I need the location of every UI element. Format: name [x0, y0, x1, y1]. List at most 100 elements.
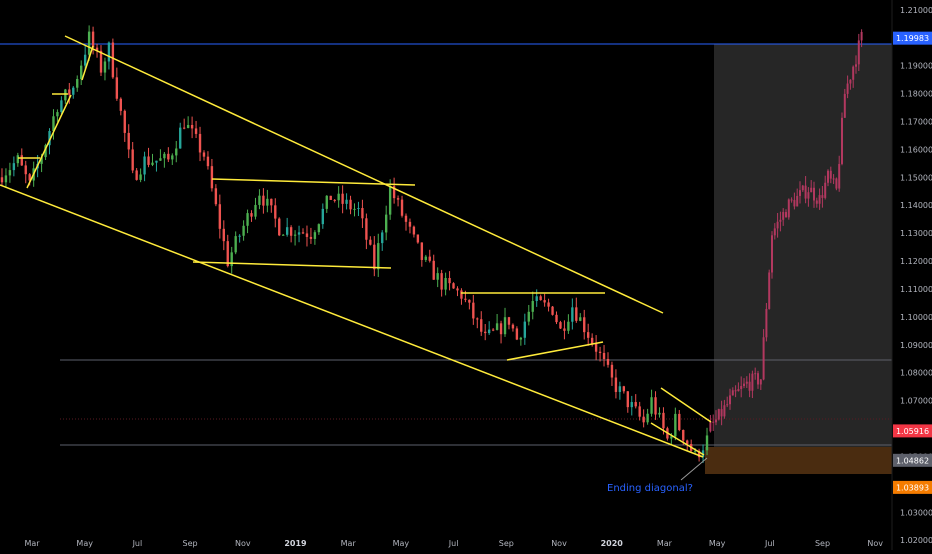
candle-body: [369, 239, 372, 245]
candle-body: [254, 204, 257, 217]
candle-body: [111, 42, 115, 78]
candle-body: [337, 193, 340, 201]
candle-body: [674, 413, 677, 437]
impulse-trendline[interactable]: [26, 94, 72, 189]
price-badge: [893, 453, 932, 467]
candle-body: [567, 321, 570, 331]
candle-body: [693, 450, 697, 452]
candle-body: [642, 416, 645, 423]
candle-body: [832, 178, 835, 180]
x-axis: Mar May Jul Sep Nov 2019 Mar May Jul Sep Nov 2020 Ma…: [24, 539, 883, 548]
candle-body: [408, 221, 412, 227]
candle-body: [860, 31, 863, 41]
candle-body: [768, 272, 771, 309]
candle-body: [511, 324, 515, 329]
x-tick-label: Sep: [815, 539, 830, 548]
candle-body: [147, 156, 150, 165]
x-tick-label: Nov: [235, 539, 251, 548]
x-tick-label: Jul: [448, 539, 459, 548]
range2-bottom-trendline[interactable]: [506, 341, 604, 361]
candle-body: [464, 298, 467, 300]
candle-body: [412, 226, 416, 235]
x-tick-label: Nov: [867, 539, 883, 548]
candle-body: [123, 110, 126, 133]
price-badges: 1.19983 1.05916 1.04862 1.03893: [893, 31, 932, 494]
candle-body: [171, 155, 174, 160]
y-tick-label: 1.19000: [900, 62, 932, 71]
candle-body: [503, 317, 507, 335]
candle-body: [139, 174, 142, 180]
candle-body: [357, 208, 360, 210]
candle-body: [179, 127, 182, 149]
channel-lower-trendline[interactable]: [0, 184, 704, 458]
candle-body: [115, 77, 119, 99]
candle-body: [849, 79, 852, 84]
candle-body: [480, 319, 483, 332]
candle-body: [163, 153, 166, 159]
candle-body: [709, 421, 712, 432]
candle-body: [717, 409, 720, 420]
candle-body: [662, 412, 665, 429]
candle-body: [448, 277, 451, 284]
range1-top-trendline[interactable]: [211, 178, 416, 186]
candle-body: [855, 64, 857, 67]
candle-body: [266, 198, 269, 206]
candle-body: [748, 381, 751, 391]
candle-body: [720, 409, 723, 417]
candle-body: [293, 234, 297, 236]
candle-body: [452, 283, 455, 289]
candle-body: [734, 390, 737, 392]
candle-body: [846, 83, 849, 94]
candle-body: [83, 54, 87, 66]
candle-body: [349, 199, 352, 210]
y-tick-label: 1.13000: [900, 229, 932, 238]
candle-body: [765, 308, 768, 338]
range1-bottom-trendline[interactable]: [192, 261, 392, 269]
candle-body: [388, 186, 392, 215]
candle-body: [282, 234, 285, 236]
price-badge-label: 1.05916: [896, 427, 929, 436]
price-badge: [893, 480, 932, 494]
candle-body: [650, 397, 653, 414]
candle-body: [762, 337, 765, 380]
candle-body: [392, 186, 396, 199]
ending-diagonal-lower-trendline[interactable]: [650, 422, 705, 456]
candle-body: [218, 204, 222, 229]
candle-body: [301, 232, 305, 234]
candle-body: [857, 40, 860, 65]
impulse-top-trendline[interactable]: [81, 45, 94, 81]
candle-body: [654, 397, 657, 415]
candle-body: [131, 149, 134, 171]
candle-body: [135, 170, 138, 180]
channel-upper-trendline[interactable]: [64, 35, 664, 314]
target-zone-box: [705, 447, 892, 474]
y-tick-label: 1.17000: [900, 117, 932, 126]
candle-body: [4, 175, 8, 183]
price-badge-label: 1.19983: [896, 34, 929, 43]
candle-body: [731, 390, 734, 396]
candle-body: [80, 65, 83, 80]
candle-body: [827, 170, 829, 183]
candle-body: [638, 406, 641, 417]
candle-body: [682, 429, 685, 441]
candle-body: [424, 256, 427, 260]
candle-body: [726, 404, 729, 406]
candle-body: [594, 343, 598, 352]
candle-body: [246, 213, 249, 226]
candle-body: [381, 232, 384, 244]
ending-diagonal-upper-trendline[interactable]: [660, 387, 712, 423]
candle-body: [444, 277, 447, 290]
candle-body: [420, 242, 424, 260]
candle-body: [103, 61, 107, 73]
x-tick-label: May: [709, 539, 726, 548]
candle-body: [543, 300, 546, 303]
candle-body: [87, 31, 91, 55]
candle-body: [821, 195, 824, 198]
x-tick-label: Mar: [24, 539, 40, 548]
candle-body: [779, 219, 782, 222]
candle-body: [99, 50, 103, 73]
candle-body: [234, 236, 237, 253]
candle-body: [309, 236, 313, 239]
projection-candles: [709, 29, 863, 433]
